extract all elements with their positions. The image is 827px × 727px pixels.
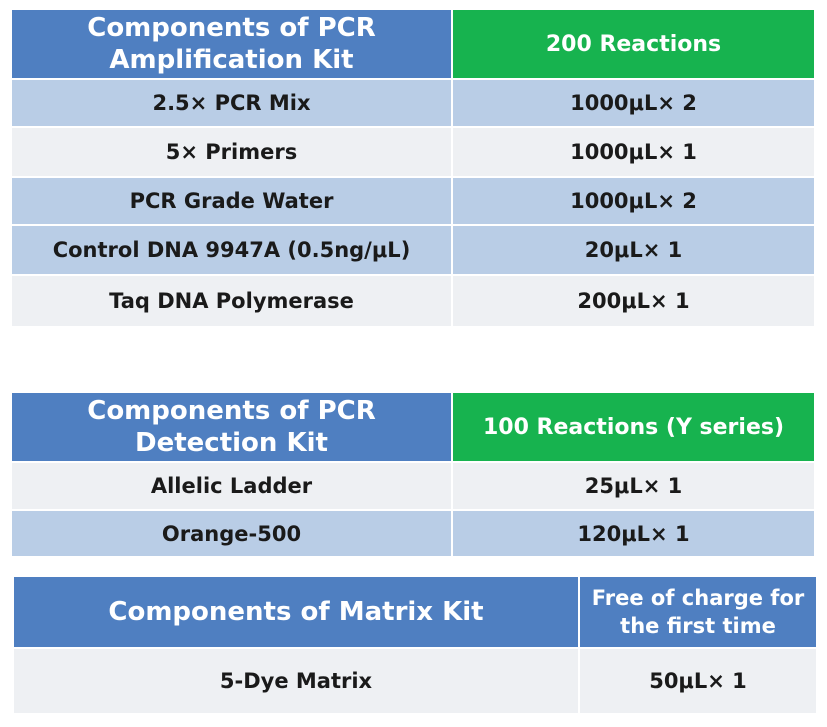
table-row: Allelic Ladder 25μL× 1	[12, 463, 814, 511]
header-component: Components of Matrix Kit	[14, 577, 580, 649]
quantity-cell: 200μL× 1	[453, 276, 814, 326]
quantity-cell: 25μL× 1	[453, 463, 814, 511]
quantity-cell: 20μL× 1	[453, 226, 814, 276]
quantity-cell: 50μL× 1	[580, 649, 816, 713]
amplification-kit-table: Components of PCR Amplification Kit 200 …	[12, 10, 814, 326]
component-cell: Allelic Ladder	[12, 463, 453, 511]
table-row: Taq DNA Polymerase 200μL× 1	[12, 276, 814, 326]
table-header-row: Components of Matrix Kit Free of charge …	[14, 577, 816, 649]
component-cell: Taq DNA Polymerase	[12, 276, 453, 326]
header-quantity: 200 Reactions	[453, 10, 814, 80]
table-row: PCR Grade Water 1000μL× 2	[12, 178, 814, 226]
quantity-cell: 1000μL× 1	[453, 128, 814, 178]
table-header-row: Components of PCR Amplification Kit 200 …	[12, 10, 814, 80]
table-header-row: Components of PCR Detection Kit 100 Reac…	[12, 393, 814, 463]
table-row: Orange-500 120μL× 1	[12, 511, 814, 556]
component-cell: 5× Primers	[12, 128, 453, 178]
component-cell: 5-Dye Matrix	[14, 649, 580, 713]
quantity-cell: 120μL× 1	[453, 511, 814, 556]
header-quantity: Free of charge for the first time	[580, 577, 816, 649]
table-row: Control DNA 9947A (0.5ng/μL) 20μL× 1	[12, 226, 814, 276]
detection-kit-table: Components of PCR Detection Kit 100 Reac…	[12, 393, 814, 556]
table-row: 5-Dye Matrix 50μL× 1	[14, 649, 816, 713]
header-component: Components of PCR Detection Kit	[12, 393, 453, 463]
header-component: Components of PCR Amplification Kit	[12, 10, 453, 80]
component-cell: PCR Grade Water	[12, 178, 453, 226]
component-cell: Control DNA 9947A (0.5ng/μL)	[12, 226, 453, 276]
table-row: 5× Primers 1000μL× 1	[12, 128, 814, 178]
table-row: 2.5× PCR Mix 1000μL× 2	[12, 80, 814, 128]
component-cell: Orange-500	[12, 511, 453, 556]
quantity-cell: 1000μL× 2	[453, 80, 814, 128]
header-quantity: 100 Reactions (Y series)	[453, 393, 814, 463]
matrix-kit-table: Components of Matrix Kit Free of charge …	[14, 577, 816, 713]
component-cell: 2.5× PCR Mix	[12, 80, 453, 128]
quantity-cell: 1000μL× 2	[453, 178, 814, 226]
